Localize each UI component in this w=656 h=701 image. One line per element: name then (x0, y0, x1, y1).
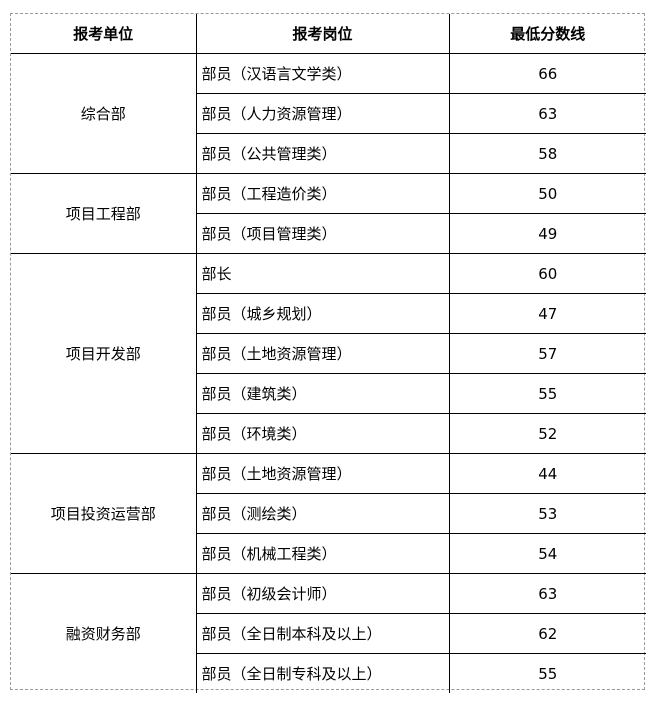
table-row: 部员（项目管理类） 49 (11, 213, 646, 254)
position-cell: 部员（土地资源管理） (196, 453, 450, 494)
position-cell: 部员（全日制专科及以上） (196, 653, 450, 693)
position-cell: 部员（初级会计师） (196, 573, 450, 614)
position-cell: 部员（城乡规划） (196, 293, 450, 334)
table-row: 部员（测绘类） 53 (11, 493, 646, 534)
table-row: 部员（全日制专科及以上） 55 (11, 653, 646, 693)
position-cell: 部员（机械工程类） (196, 533, 450, 574)
position-cell: 部长 (196, 253, 450, 294)
table-body: 综合部 部员（汉语言文学类） 66 部员（人力资源管理） 63 部员（公共管理类） 58 项目… (11, 53, 646, 693)
score-cell: 58 (449, 133, 646, 174)
position-cell: 部员（全日制本科及以上） (196, 613, 450, 654)
score-cell: 47 (449, 293, 646, 334)
unit-cell: 项目开发部 (11, 253, 197, 454)
unit-cell: 融资财务部 (11, 573, 197, 693)
position-cell: 部员（土地资源管理） (196, 333, 450, 374)
table-row: 部员（人力资源管理） 63 (11, 93, 646, 134)
table-row: 部员（环境类） 52 (11, 413, 646, 454)
score-cell: 60 (449, 253, 646, 294)
position-cell: 部员（建筑类） (196, 373, 450, 414)
score-cell: 49 (449, 213, 646, 254)
score-cell: 52 (449, 413, 646, 454)
score-cell: 66 (449, 53, 646, 94)
position-cell: 部员（环境类） (196, 413, 450, 454)
table-row: 项目工程部 部员（工程造价类） 50 (11, 173, 646, 254)
position-cell: 部员（公共管理类） (196, 133, 450, 174)
score-cell: 44 (449, 453, 646, 494)
table-row: 部员（土地资源管理） 57 (11, 333, 646, 374)
score-cell: 57 (449, 333, 646, 374)
unit-cell: 项目工程部 (11, 173, 197, 254)
table-row: 融资财务部 部员（初级会计师） 63 (11, 573, 646, 693)
header-position: 报考岗位 (196, 14, 450, 54)
score-cell: 54 (449, 533, 646, 574)
header-row: 报考单位 报考岗位 最低分数线 (11, 14, 646, 54)
position-cell: 部员（项目管理类） (196, 213, 450, 254)
table-row: 项目开发部 部长 60 (11, 253, 646, 454)
table-row: 部员（建筑类） 55 (11, 373, 646, 414)
table-row: 部员（城乡规划） 47 (11, 293, 646, 334)
score-cell: 62 (449, 613, 646, 654)
unit-cell: 综合部 (11, 53, 197, 174)
header-min-score: 最低分数线 (449, 14, 646, 54)
table-row: 部员（公共管理类） 58 (11, 133, 646, 174)
table-header: 报考单位 报考岗位 最低分数线 (11, 14, 646, 54)
position-cell: 部员（测绘类） (196, 493, 450, 534)
position-cell: 部员（汉语言文学类） (196, 53, 450, 94)
unit-cell: 项目投资运营部 (11, 453, 197, 574)
score-table-container: 报考单位 报考岗位 最低分数线 综合部 部员（汉语言文学类） 66 部员（人力资源管理… (10, 13, 646, 693)
score-table: 报考单位 报考岗位 最低分数线 综合部 部员（汉语言文学类） 66 部员（人力资源管理… (11, 14, 646, 693)
score-cell: 55 (449, 373, 646, 414)
table-row: 部员（全日制本科及以上） 62 (11, 613, 646, 654)
table-row: 综合部 部员（汉语言文学类） 66 (11, 53, 646, 174)
table-row: 部员（机械工程类） 54 (11, 533, 646, 574)
score-cell: 55 (538, 664, 558, 683)
header-unit: 报考单位 (11, 14, 197, 54)
position-cell: 部员（人力资源管理） (196, 93, 450, 134)
score-cell: 53 (449, 493, 646, 534)
position-cell: 部员（工程造价类） (196, 173, 450, 214)
score-cell: 63 (449, 573, 646, 614)
score-cell: 63 (449, 93, 646, 134)
table-row: 项目投资运营部 部员（土地资源管理） 44 (11, 453, 646, 574)
score-cell: 50 (449, 173, 646, 214)
